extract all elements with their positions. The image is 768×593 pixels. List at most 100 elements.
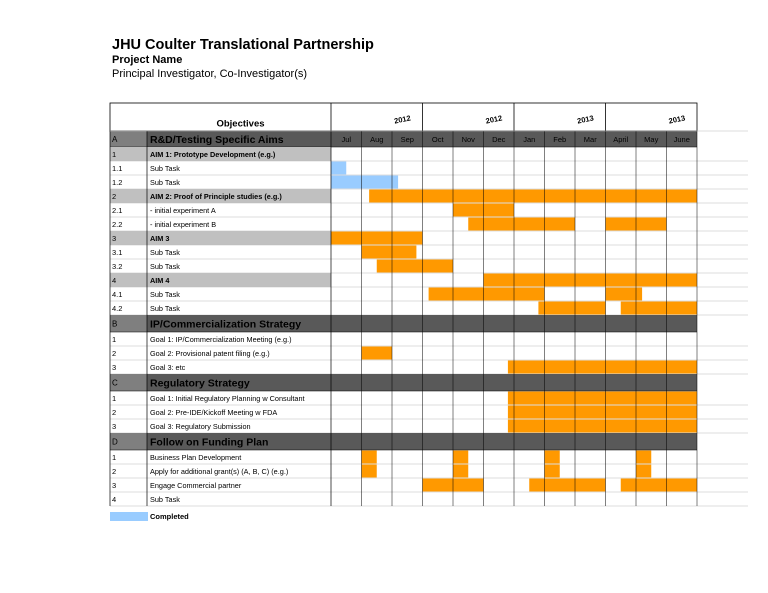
row-id: 1.1 (112, 164, 122, 173)
month-label: Nov (462, 135, 476, 144)
completed-bar (331, 161, 347, 175)
row-id: 3.2 (112, 262, 122, 271)
year-label: 2012 (393, 113, 411, 125)
objectives-label: Objectives (216, 119, 264, 130)
row-id: 4 (112, 495, 116, 504)
row-label: AIM 2: Proof of Principle studies (e.g.) (150, 192, 282, 201)
month-label: Jul (341, 135, 351, 144)
month-label: Aug (370, 135, 383, 144)
row-id: A (112, 135, 118, 144)
row-id: 3 (112, 481, 116, 490)
row-label: - initial experiment B (150, 220, 216, 229)
row-label: Sub Task (150, 304, 180, 313)
row-label: Goal 2: Pre-IDE/Kickoff Meeting w FDA (150, 408, 277, 417)
row-label: Business Plan Development (150, 453, 241, 462)
row-label: Goal 2: Provisional patent filing (e.g.) (150, 349, 270, 358)
row-id: 2 (112, 408, 116, 417)
schedule-bar (483, 273, 697, 287)
schedule-bar (453, 464, 469, 478)
row-id: 4.2 (112, 304, 122, 313)
schedule-bar (361, 464, 377, 478)
row-id: 4 (112, 276, 116, 285)
row-id: 2 (112, 349, 116, 358)
month-label: Oct (432, 135, 445, 144)
year-label: 2013 (668, 113, 686, 125)
section-id-cell (110, 131, 147, 147)
year-label: 2012 (485, 113, 503, 125)
schedule-bar (468, 217, 575, 231)
schedule-bar (507, 419, 697, 433)
schedule-bar (636, 464, 652, 478)
month-label: June (674, 135, 690, 144)
section-row (110, 315, 697, 332)
schedule-bar (369, 189, 697, 203)
schedule-bar (605, 287, 643, 301)
section-label: Regulatory Strategy (150, 377, 250, 389)
legend-label: Completed (150, 512, 189, 521)
row-id: C (112, 379, 118, 388)
row-label: Sub Task (150, 248, 180, 257)
title: JHU Coulter Translational Partnership (112, 37, 374, 53)
row-id: 3 (112, 234, 116, 243)
row-id: 3.1 (112, 248, 122, 257)
month-label: May (644, 135, 658, 144)
row-label: AIM 4 (150, 276, 170, 285)
month-label: Sep (401, 135, 414, 144)
row-label: Sub Task (150, 164, 180, 173)
investigators: Principal Investigator, Co-Investigator(… (112, 68, 307, 80)
row-label: Apply for additional grant(s) (A, B, C) … (150, 467, 288, 476)
month-label: Dec (492, 135, 506, 144)
schedule-bar (507, 360, 697, 374)
row-id: 2 (112, 467, 116, 476)
row-id: 3 (112, 363, 116, 372)
schedule-bar (507, 405, 697, 419)
project-name: Project Name (112, 54, 182, 66)
aim-row (110, 147, 331, 161)
month-label: Jan (523, 135, 535, 144)
schedule-bar (507, 391, 697, 405)
row-id: 1 (112, 150, 116, 159)
aim-row (110, 231, 331, 245)
schedule-bar (331, 231, 423, 245)
row-label: Sub Task (150, 178, 180, 187)
row-label: Goal 1: Initial Regulatory Planning w Co… (150, 394, 305, 403)
schedule-bar (361, 245, 417, 259)
section-label: Follow on Funding Plan (150, 436, 268, 448)
row-id: 1 (112, 394, 116, 403)
schedule-bar (361, 346, 392, 360)
schedule-bar (620, 478, 697, 492)
row-label: Engage Commercial partner (150, 481, 242, 490)
section-id-cell (110, 315, 147, 332)
schedule-bar (361, 450, 377, 464)
aim-row (110, 189, 331, 203)
row-label: AIM 3 (150, 234, 169, 243)
schedule-bar (453, 450, 469, 464)
row-id: 2.1 (112, 206, 122, 215)
section-row (110, 433, 697, 450)
schedule-bar (529, 478, 606, 492)
month-label: Feb (553, 135, 566, 144)
schedule-bar (428, 287, 545, 301)
month-label: Mar (584, 135, 597, 144)
row-id: 2.2 (112, 220, 122, 229)
row-label: - initial experiment A (150, 206, 216, 215)
row-id: D (112, 438, 118, 447)
section-label: IP/Commercialization Strategy (150, 318, 301, 330)
row-id: 1 (112, 335, 116, 344)
row-label: Goal 3: Regulatory Submission (150, 422, 251, 431)
section-id-cell (110, 374, 147, 391)
schedule-bar (538, 301, 606, 315)
aim-row (110, 273, 331, 287)
row-label: Sub Task (150, 495, 180, 504)
section-row (110, 131, 697, 147)
section-row (110, 374, 697, 391)
schedule-bar (544, 464, 560, 478)
row-id: 1 (112, 453, 116, 462)
row-label: Goal 3: etc (150, 363, 186, 372)
row-id: 4.1 (112, 290, 122, 299)
schedule-bar (636, 450, 652, 464)
row-id: 2 (112, 192, 116, 201)
section-id-cell (110, 433, 147, 450)
gantt-table: Objectives 2012 2012 2013 2013 A R&D/Testing S… (109, 102, 748, 521)
year-label: 2013 (576, 113, 594, 125)
